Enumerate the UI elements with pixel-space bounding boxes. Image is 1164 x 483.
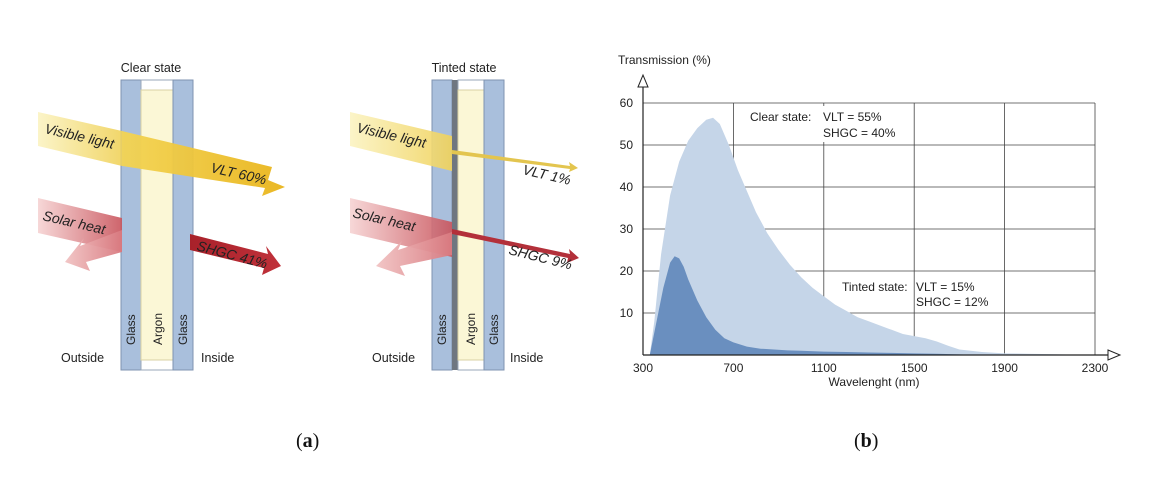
x-tick-labels: 300 700 1100 1500 1900 2300 [633,361,1109,375]
visible-light-incoming-band [38,112,122,166]
x-tick-label: 1900 [991,361,1018,375]
tinted-annotation-shgc: SHGC = 12% [916,295,989,309]
y-tick-label: 30 [620,222,634,236]
clear-state-area [649,117,1095,355]
tinted-state-diagram: Tinted state Visible light VLT 1% Solar … [350,61,579,371]
x-axis-arrowhead [1107,349,1122,361]
chart-axes [637,73,1122,361]
x-tick-label: 300 [633,361,653,375]
visible-light-transmitted-arrow [122,131,285,196]
clear-state-title: Clear state [121,61,181,75]
glass-right-label: Glass [176,314,190,345]
tinted-solar-heat-reflected-arrow [376,232,452,276]
tinted-glass-left-label: Glass [435,314,449,345]
transmission-chart: 300 700 1100 1500 1900 2300 10 20 30 40 50 60 Tran… [618,53,1122,389]
solar-heat-transmitted-arrow [190,234,281,275]
argon-gap [140,89,174,361]
tinted-visible-light-arrow [452,150,578,172]
y-axis-label: Transmission (%) [618,53,711,67]
x-axis-label: Wavelenght (nm) [829,375,920,389]
outside-label: Outside [61,351,104,365]
clear-annotation-shgc: SHGC = 40% [823,126,896,140]
clear-annotation-vlt: VLT = 55% [823,110,882,124]
tinted-visible-light-band [350,112,452,171]
x-tick-label: 700 [723,361,743,375]
y-tick-label: 50 [620,138,634,152]
clear-annotation-bg [747,106,909,142]
tinted-shgc-label: SHGC 9% [507,241,574,272]
y-tick-label: 60 [620,96,634,110]
panel-a-label: (a) [296,430,320,452]
shgc-label: SHGC 41% [195,237,269,271]
panel-b-label: (b) [854,430,879,452]
tinted-argon-gap [457,89,485,361]
x-tick-label: 1100 [811,361,837,375]
tinted-coating [452,80,458,370]
y-tick-labels: 10 20 30 40 50 60 [620,96,634,320]
inside-label: Inside [201,351,234,365]
y-tick-label: 20 [620,264,634,278]
tinted-outside-label: Outside [372,351,415,365]
tinted-annotation-label: Tinted state: [842,280,908,294]
clear-state-diagram: Clear state Visible light VLT 60% Solar … [38,61,285,371]
tinted-state-area [649,256,982,355]
x-tick-label: 2300 [1082,361,1109,375]
tinted-argon-label: Argon [464,313,478,345]
clear-annotation-label: Clear state: [750,110,811,124]
tinted-solar-heat-transmitted-arrow [452,229,579,263]
argon-label: Argon [151,313,165,345]
glass-left-label: Glass [124,314,138,345]
tinted-state-title: Tinted state [432,61,497,75]
tinted-annotation-vlt: VLT = 15% [916,280,975,294]
tinted-inside-label: Inside [510,351,543,365]
solar-heat-reflected-arrow [65,230,122,271]
tinted-glass-pane-right [483,79,505,371]
y-tick-label: 10 [620,306,634,320]
x-tick-label: 1500 [901,361,928,375]
tinted-glass-right-label: Glass [487,314,501,345]
y-axis-arrowhead [637,73,649,88]
y-tick-label: 40 [620,180,634,194]
